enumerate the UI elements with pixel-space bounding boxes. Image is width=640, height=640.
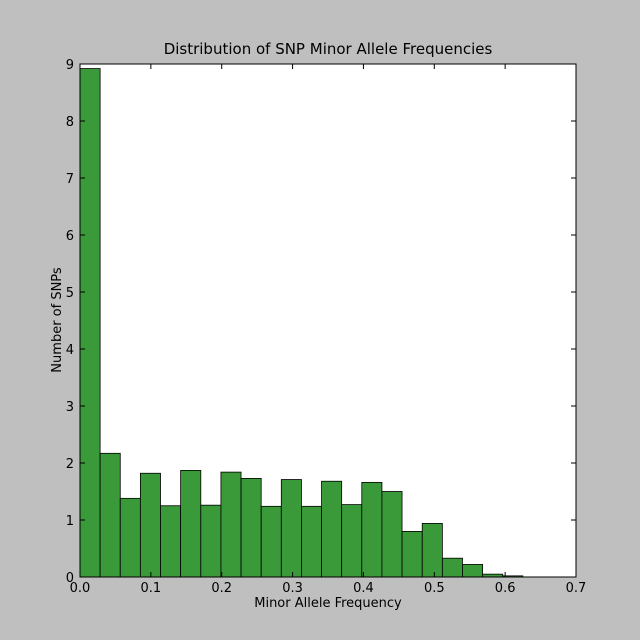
histogram-bar <box>99 452 121 578</box>
histogram-bar <box>462 564 484 578</box>
x-tick-label: 0.0 <box>70 581 91 596</box>
y-tick-label: 5 <box>66 286 74 301</box>
chart-title: Distribution of SNP Minor Allele Frequen… <box>164 40 493 58</box>
histogram-bar <box>401 531 423 578</box>
histogram-bar <box>119 497 141 578</box>
y-tick-label: 9 <box>66 58 74 73</box>
y-axis-label: Number of SNPs <box>50 267 65 373</box>
histogram-bar <box>160 505 182 578</box>
x-tick-label: 0.2 <box>211 581 232 596</box>
x-tick-label: 0.5 <box>424 581 445 596</box>
x-tick-label: 0.3 <box>282 581 303 596</box>
histogram-bar <box>321 480 343 578</box>
histogram-bar <box>139 472 161 578</box>
y-tick-label: 1 <box>66 514 74 529</box>
y-tick-label: 0 <box>66 571 74 586</box>
histogram-bar <box>341 504 363 578</box>
x-tick-label: 0.4 <box>353 581 374 596</box>
y-tick-label: 4 <box>66 343 74 358</box>
histogram-bar <box>220 471 242 578</box>
y-tick-label: 3 <box>66 400 74 415</box>
y-tick-label: 2 <box>66 457 74 472</box>
x-tick-label: 0.1 <box>141 581 162 596</box>
histogram-bar <box>280 479 302 578</box>
y-tick-label: 6 <box>66 229 74 244</box>
histogram-bar <box>79 68 101 578</box>
histogram-bar <box>381 491 403 578</box>
histogram-bar <box>441 557 463 578</box>
histogram-bar <box>180 470 202 578</box>
histogram-bar <box>361 481 383 578</box>
y-tick-label: 8 <box>66 115 74 130</box>
plot-frame <box>79 63 577 578</box>
x-tick-label: 0.7 <box>566 581 587 596</box>
x-tick-label: 0.6 <box>495 581 516 596</box>
histogram-bar <box>240 477 262 578</box>
histogram-bars <box>79 68 524 578</box>
axis-ticks: 0.0 0.1 0.2 0.3 0.4 0.5 0.6 0.7 0 1 2 3 4 5 6 7 8 9 <box>66 58 587 596</box>
histogram-bar <box>421 523 443 578</box>
x-axis-label: Minor Allele Frequency <box>254 596 402 611</box>
histogram-bar <box>260 505 282 578</box>
y-tick-label: 7 <box>66 172 74 187</box>
histogram-bar <box>200 504 222 578</box>
histogram-bar <box>301 505 322 578</box>
